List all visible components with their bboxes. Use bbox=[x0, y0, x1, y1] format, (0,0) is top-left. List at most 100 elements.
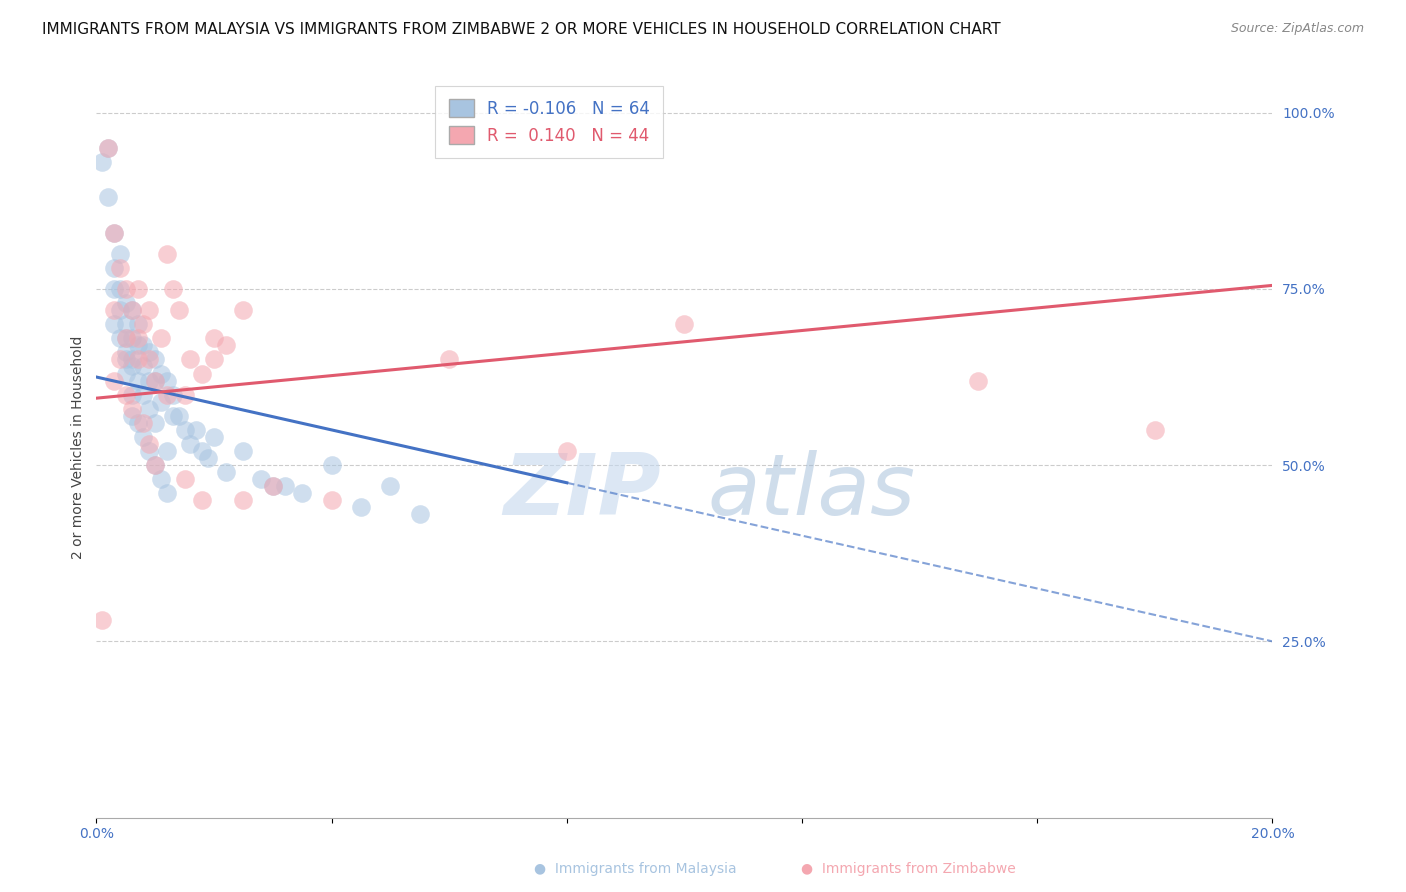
Point bbox=[191, 367, 214, 381]
Legend: R = -0.106   N = 64, R =  0.140   N = 44: R = -0.106 N = 64, R = 0.140 N = 44 bbox=[436, 86, 664, 158]
Point bbox=[91, 155, 114, 169]
Point bbox=[121, 387, 143, 401]
Text: ●  Immigrants from Zimbabwe: ● Immigrants from Zimbabwe bbox=[801, 862, 1017, 876]
Point bbox=[150, 472, 173, 486]
Point bbox=[215, 338, 238, 352]
Text: ZIP: ZIP bbox=[503, 450, 661, 533]
Point bbox=[121, 303, 143, 318]
Point bbox=[127, 331, 149, 345]
Point bbox=[1143, 423, 1166, 437]
Text: atlas: atlas bbox=[707, 450, 915, 533]
Point bbox=[143, 352, 166, 367]
Point bbox=[127, 416, 149, 430]
Point bbox=[186, 423, 208, 437]
Text: IMMIGRANTS FROM MALAYSIA VS IMMIGRANTS FROM ZIMBABWE 2 OR MORE VEHICLES IN HOUSE: IMMIGRANTS FROM MALAYSIA VS IMMIGRANTS F… bbox=[42, 22, 1001, 37]
Point bbox=[262, 479, 284, 493]
Point bbox=[138, 352, 160, 367]
Point bbox=[173, 387, 195, 401]
Point bbox=[132, 387, 155, 401]
Y-axis label: 2 or more Vehicles in Household: 2 or more Vehicles in Household bbox=[72, 335, 86, 559]
Point bbox=[114, 282, 136, 296]
Point bbox=[143, 374, 166, 388]
Point bbox=[121, 331, 143, 345]
Point bbox=[162, 409, 184, 423]
Point bbox=[197, 451, 219, 466]
Point bbox=[108, 303, 131, 318]
Point bbox=[156, 374, 179, 388]
Point bbox=[114, 352, 136, 367]
Point bbox=[673, 317, 696, 331]
Point bbox=[321, 458, 343, 472]
Point bbox=[262, 479, 284, 493]
Point bbox=[132, 430, 155, 444]
Point bbox=[103, 317, 125, 331]
Point bbox=[97, 141, 120, 155]
Point bbox=[380, 479, 402, 493]
Point bbox=[143, 374, 166, 388]
Point bbox=[409, 508, 432, 522]
Point bbox=[143, 416, 166, 430]
Point bbox=[138, 374, 160, 388]
Point bbox=[121, 303, 143, 318]
Point bbox=[162, 387, 184, 401]
Point bbox=[138, 437, 160, 451]
Point bbox=[103, 374, 125, 388]
Point bbox=[121, 352, 143, 367]
Point bbox=[108, 331, 131, 345]
Point bbox=[202, 430, 225, 444]
Point bbox=[143, 458, 166, 472]
Point bbox=[132, 317, 155, 331]
Point bbox=[321, 493, 343, 508]
Point bbox=[156, 486, 179, 500]
Point bbox=[202, 331, 225, 345]
Point bbox=[132, 416, 155, 430]
Point bbox=[103, 226, 125, 240]
Point bbox=[132, 359, 155, 374]
Point bbox=[127, 352, 149, 367]
Point bbox=[97, 190, 120, 204]
Point bbox=[191, 493, 214, 508]
Point bbox=[108, 352, 131, 367]
Point bbox=[121, 409, 143, 423]
Point bbox=[173, 423, 195, 437]
Text: ●  Immigrants from Malaysia: ● Immigrants from Malaysia bbox=[534, 862, 737, 876]
Point bbox=[156, 246, 179, 260]
Point bbox=[127, 282, 149, 296]
Point bbox=[114, 387, 136, 401]
Point bbox=[138, 345, 160, 359]
Point bbox=[138, 401, 160, 416]
Point bbox=[108, 246, 131, 260]
Point bbox=[121, 359, 143, 374]
Point bbox=[191, 444, 214, 458]
Point bbox=[150, 367, 173, 381]
Point bbox=[150, 331, 173, 345]
Point bbox=[437, 352, 460, 367]
Point bbox=[250, 472, 273, 486]
Point bbox=[127, 338, 149, 352]
Point bbox=[179, 437, 201, 451]
Point bbox=[273, 479, 295, 493]
Point bbox=[103, 226, 125, 240]
Point bbox=[232, 493, 254, 508]
Point bbox=[138, 444, 160, 458]
Point bbox=[291, 486, 314, 500]
Point bbox=[967, 374, 990, 388]
Point bbox=[121, 401, 143, 416]
Point bbox=[202, 352, 225, 367]
Point bbox=[173, 472, 195, 486]
Point bbox=[114, 296, 136, 310]
Point bbox=[114, 331, 136, 345]
Point bbox=[103, 303, 125, 318]
Point bbox=[91, 613, 114, 627]
Point bbox=[97, 141, 120, 155]
Text: Source: ZipAtlas.com: Source: ZipAtlas.com bbox=[1230, 22, 1364, 36]
Point bbox=[162, 282, 184, 296]
Point bbox=[114, 345, 136, 359]
Point bbox=[167, 409, 190, 423]
Point bbox=[103, 260, 125, 275]
Point bbox=[127, 374, 149, 388]
Point bbox=[167, 303, 190, 318]
Point bbox=[138, 303, 160, 318]
Point bbox=[179, 352, 201, 367]
Point bbox=[114, 317, 136, 331]
